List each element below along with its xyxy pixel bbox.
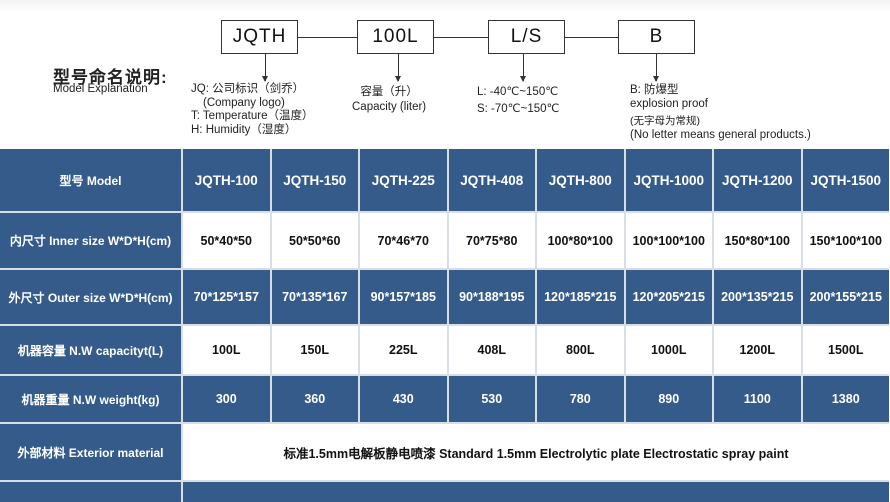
- model-header-cell: JQTH-1200: [714, 149, 801, 211]
- arrow-down-icon: [262, 54, 268, 82]
- note-line: 容量（升）: [360, 86, 418, 98]
- table-cell: 90*157*185: [360, 270, 447, 324]
- arrow-down-icon: [395, 54, 401, 82]
- table-cell: 225L: [360, 326, 447, 374]
- table-cell: 150*80*100: [714, 213, 801, 268]
- naming-title: 型号命名说明:: [53, 68, 168, 87]
- model-header-cell: JQTH-1500: [802, 149, 889, 211]
- table-cell: 150L: [271, 326, 358, 374]
- connector-line: [298, 37, 357, 38]
- row-label: 机器容量 N.W capacityt(L): [0, 326, 181, 374]
- row-label: 内尺寸 Inner size W*D*H(cm): [0, 213, 181, 268]
- code-box-capacity: 100L: [357, 20, 434, 54]
- top-shade: [0, 0, 890, 12]
- row-label: 外部材料 Exterior material: [0, 424, 181, 480]
- note-line: JQ: 公司标识（剑乔）: [191, 83, 305, 95]
- note-line: L: -40℃~150℃: [477, 86, 559, 98]
- table-cell: 300: [183, 376, 270, 422]
- next-row-value: [183, 482, 889, 502]
- table-cell: 1380: [802, 376, 889, 422]
- series-note: JQ: 公司标识（剑乔） (Company logo) T: Temperatu…: [191, 83, 314, 137]
- model-header-cell: JQTH-150: [271, 149, 358, 211]
- table-cell: 530: [448, 376, 535, 422]
- table-cell: 150*100*100: [802, 213, 889, 268]
- table-cell: 70*135*167: [271, 270, 358, 324]
- table-cell: 1100: [714, 376, 801, 422]
- note-line: (无字母为常规): [630, 115, 700, 127]
- table-cell: 800L: [537, 326, 624, 374]
- table-cell: 100*100*100: [625, 213, 712, 268]
- naming-subtitle: Model Explanation: [53, 83, 148, 95]
- table-cell: 90*188*195: [448, 270, 535, 324]
- table-cell: 100*80*100: [537, 213, 624, 268]
- arrow-down-icon: [653, 54, 659, 82]
- capacity-note: 容量（升） Capacity (liter): [352, 86, 426, 114]
- table-cell: 70*75*80: [448, 213, 535, 268]
- connector-line: [565, 37, 618, 38]
- table-cell: 430: [360, 376, 447, 422]
- table-cell: 200*135*215: [714, 270, 801, 324]
- connector-line: [434, 37, 488, 38]
- table-cell: 200*155*215: [802, 270, 889, 324]
- model-header-cell: JQTH-1000: [625, 149, 712, 211]
- note-line: Capacity (liter): [352, 100, 427, 113]
- table-cell: 1200L: [714, 326, 801, 374]
- note-line: H: Humidity（湿度）: [191, 123, 297, 136]
- next-row-label: [0, 482, 181, 502]
- code-box-temperature: L/S: [488, 20, 565, 54]
- row-label: 机器重量 N.W weight(kg): [0, 376, 181, 422]
- header-label: 型号 Model: [0, 149, 181, 211]
- table-cell: 50*50*60: [271, 213, 358, 268]
- note-line: explosion proof: [630, 97, 708, 110]
- table-cell: 70*46*70: [360, 213, 447, 268]
- temperature-note: L: -40℃~150℃ S: -70℃~150℃: [477, 84, 559, 118]
- table-cell: 70*125*157: [183, 270, 270, 324]
- table-cell: 360: [271, 376, 358, 422]
- model-header-cell: JQTH-408: [448, 149, 535, 211]
- exterior-material-value: 标准1.5mm电解板静电喷漆 Standard 1.5mm Electrolyt…: [183, 424, 889, 480]
- table-cell: 100L: [183, 326, 270, 374]
- code-box-series: JQTH: [221, 20, 298, 54]
- table-cell: 890: [625, 376, 712, 422]
- table-cell: 120*205*215: [625, 270, 712, 324]
- table-cell: 1000L: [625, 326, 712, 374]
- note-line: (Company logo): [203, 96, 285, 109]
- code-box-explosion: B: [618, 20, 695, 54]
- model-header-cell: JQTH-100: [183, 149, 270, 211]
- table-cell: 120*185*215: [537, 270, 624, 324]
- table-cell: 50*40*50: [183, 213, 270, 268]
- table-cell: 408L: [448, 326, 535, 374]
- spec-table: 型号 Model JQTH-100 JQTH-150 JQTH-225 JQTH-408…: [0, 149, 889, 502]
- explosion-note: B: 防爆型 explosion proof (无字母为常规) (No lett…: [630, 84, 811, 142]
- model-header-cell: JQTH-225: [360, 149, 447, 211]
- note-line: S: -70℃~150℃: [477, 103, 560, 115]
- table-cell: 780: [537, 376, 624, 422]
- note-line: (No letter means general products.): [630, 128, 811, 141]
- model-header-cell: JQTH-800: [537, 149, 624, 211]
- row-label: 外尺寸 Outer size W*D*H(cm): [0, 270, 181, 324]
- arrow-down-icon: [520, 54, 526, 82]
- note-line: T: Temperature（温度）: [191, 110, 314, 122]
- table-cell: 1500L: [802, 326, 889, 374]
- note-line: B: 防爆型: [630, 84, 679, 96]
